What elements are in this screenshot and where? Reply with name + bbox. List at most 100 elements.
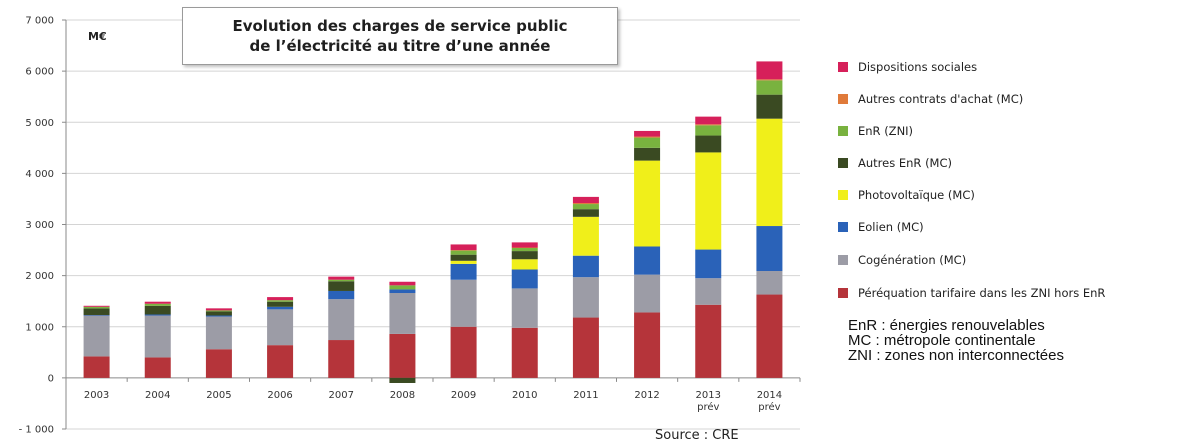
bar-segment [634, 274, 661, 313]
bar-segment [634, 246, 661, 275]
bar-segment [267, 309, 294, 346]
bar-segment [572, 317, 599, 378]
bar-segment [634, 160, 661, 247]
x-tick-label: 2004 [145, 390, 170, 401]
bar-segment [267, 306, 294, 310]
legend-swatch [838, 126, 848, 136]
legend-label: Autres EnR (MC) [858, 156, 952, 170]
note-line: MC : métropole continentale [848, 332, 1036, 349]
note-line: EnR : énergies renouvelables [848, 317, 1045, 334]
x-tick-sublabel: prév [697, 401, 719, 413]
bar-segment [389, 377, 416, 383]
bar-segment [756, 271, 783, 295]
bar-segment [389, 281, 416, 286]
bar-segment [695, 124, 722, 126]
legend-item-photovoltaique: Photovoltaïque (MC) [838, 188, 975, 202]
bar-segment [267, 345, 294, 378]
bar-segment [205, 311, 232, 316]
bar-segment [634, 312, 661, 378]
x-tick-label: 2014 [757, 390, 782, 401]
bar-segment [83, 306, 110, 309]
bar-segment [572, 196, 599, 204]
legend-swatch [838, 62, 848, 72]
bar-segment [695, 116, 722, 125]
bar-segment [756, 80, 783, 95]
legend-item-cogeneration: Cogénération (MC) [838, 253, 966, 267]
bar-segment [572, 255, 599, 278]
bar-segment [572, 203, 599, 205]
bar-segment [450, 244, 477, 251]
y-tick-label: 3 000 [25, 220, 54, 231]
legend-label: Eolien (MC) [858, 220, 924, 234]
y-tick-label: - 1 000 [19, 425, 54, 436]
x-tick-label: 2003 [84, 390, 109, 401]
y-tick-label: 2 000 [25, 271, 54, 282]
bar-segment [450, 254, 477, 261]
bar-segment [572, 209, 599, 217]
bar-segment [328, 340, 355, 378]
legend-item-autres-contrats: Autres contrats d'achat (MC) [838, 92, 1023, 106]
y-tick-label: 1 000 [25, 322, 54, 333]
bar-segment [389, 333, 416, 378]
legend-swatch [838, 255, 848, 265]
chart-title-line-2: de l’électricité au titre d’une année [249, 37, 551, 55]
bar-segment [756, 294, 783, 378]
bar-segment [634, 130, 661, 137]
bar-segment [450, 260, 477, 264]
bar-segment [511, 288, 538, 328]
bar-segment [267, 301, 294, 307]
bar-segment [756, 94, 783, 119]
chart-title: Evolution des charges de service public … [182, 7, 618, 65]
bar-segment [756, 61, 783, 80]
bar-segment [450, 250, 477, 251]
y-axis-unit: M€ [88, 30, 107, 43]
legend-item-autres-enr: Autres EnR (MC) [838, 156, 952, 170]
gridlines [66, 19, 800, 430]
note-line: ZNI : zones non interconnectées [848, 347, 1064, 364]
bar-segment [511, 248, 538, 252]
legend-label: Cogénération (MC) [858, 253, 967, 267]
legend-swatch [838, 158, 848, 168]
y-tick-label: 4 000 [25, 169, 54, 180]
legend-label: Dispositions sociales [858, 60, 978, 74]
bar-segment [695, 135, 722, 153]
bar-segment [267, 297, 294, 301]
y-tick-label: 0 [48, 373, 54, 384]
x-tick-label: 2007 [329, 390, 354, 401]
legend-label: Photovoltaïque (MC) [858, 188, 975, 202]
bar-segment [511, 269, 538, 289]
x-tick-label: 2008 [390, 390, 415, 401]
bar-segment [83, 356, 110, 378]
bar-segment [572, 204, 599, 210]
bar-segment [511, 247, 538, 249]
bar-segment [695, 278, 722, 305]
bar-segment [572, 216, 599, 256]
legend-swatch [838, 288, 848, 298]
y-tick-label: 5 000 [25, 118, 54, 129]
bar-segment [511, 251, 538, 260]
abbreviation-notes: EnR : énergies renouvelables MC : métrop… [848, 318, 1064, 363]
bars [83, 61, 783, 383]
legend-label: EnR (ZNI) [858, 124, 914, 138]
x-tick-sublabel: prév [758, 401, 780, 413]
bar-segment [450, 326, 477, 378]
bar-segment [695, 152, 722, 250]
bar-segment [328, 290, 355, 300]
x-tick-label: 2012 [634, 390, 659, 401]
bar-segment [205, 316, 232, 350]
legend-item-enr-zni: EnR (ZNI) [838, 124, 913, 138]
bar-segment [205, 308, 232, 311]
bar-segment [756, 226, 783, 272]
bar-segment [634, 136, 661, 138]
bar-segment [144, 301, 171, 304]
legend-item-dispositions-sociales: Dispositions sociales [838, 60, 977, 74]
bar-segment [144, 305, 171, 315]
bar-segment [450, 250, 477, 255]
bar-segment [511, 259, 538, 270]
axes: - 1 000 0 1 000 2 000 3 000 4 000 5 000 6 000 7 … [19, 16, 801, 436]
bar-segment [205, 349, 232, 378]
legend-swatch [838, 94, 848, 104]
bar-segment [756, 79, 783, 81]
bar-segment [389, 293, 416, 334]
